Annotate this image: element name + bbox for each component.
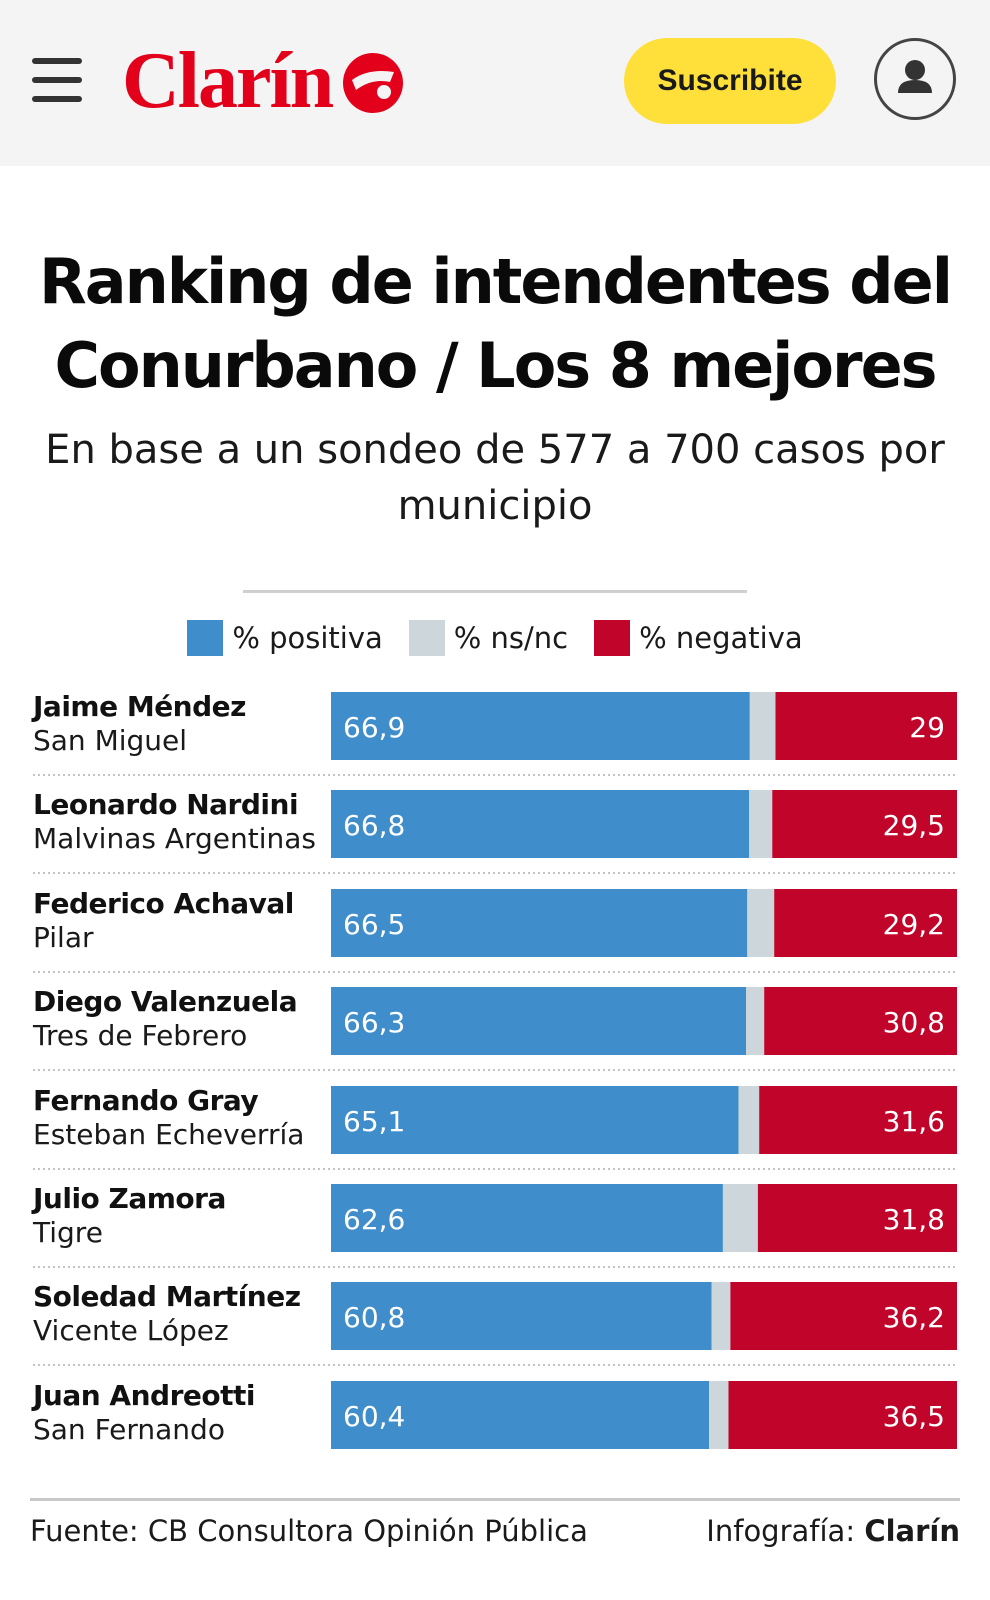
row-place: San Fernando (33, 1413, 225, 1446)
legend-swatch-nsnc (408, 620, 445, 656)
bar-negativa (728, 1381, 957, 1449)
bar-negativa (757, 1184, 957, 1252)
bar-nsnc (709, 1381, 729, 1449)
bar-positiva (331, 1282, 712, 1350)
bar-positiva (331, 790, 750, 858)
bar-nsnc (747, 889, 775, 957)
row-place: Tigre (33, 1216, 103, 1249)
legend-item-positiva: % positiva (187, 620, 383, 656)
row-label: Jaime Méndez San Miguel (33, 690, 333, 758)
clarin-logo[interactable]: Clarín (122, 36, 408, 126)
bar-label-positiva: 60,4 (343, 1400, 405, 1433)
row-place: Pilar (33, 921, 94, 954)
row-label: Juan Andreotti San Fernando (33, 1379, 333, 1447)
subscribe-button[interactable]: Suscribite (624, 38, 836, 124)
bar-negativa (730, 1282, 957, 1350)
footer-divider (30, 1498, 960, 1501)
bar-label-negativa: 36,2 (883, 1301, 945, 1334)
bar-nsnc (749, 790, 773, 858)
credit-prefix: Infografía: (706, 1514, 856, 1548)
bar-positiva (331, 1381, 710, 1449)
legend-label-nsnc: % ns/nc (453, 621, 569, 655)
bar-nsnc (746, 987, 765, 1055)
bar-negativa (772, 790, 957, 858)
bar-label-positiva: 66,9 (343, 711, 405, 744)
divider (243, 590, 747, 593)
bar-positiva (331, 987, 746, 1055)
row-place: Tres de Febrero (33, 1019, 248, 1052)
bar-label-negativa: 30,8 (883, 1006, 945, 1039)
hamburger-menu-icon[interactable] (32, 58, 82, 102)
legend-swatch-positiva (187, 620, 224, 656)
bar-label-positiva: 66,8 (343, 809, 405, 842)
row-label: Federico Achaval Pilar (33, 887, 333, 955)
bar-negativa (774, 889, 957, 957)
row-place: Vicente López (33, 1314, 229, 1347)
row-name: Diego Valenzuela (33, 985, 298, 1018)
row-name: Jaime Méndez (33, 690, 246, 723)
bar-label-positiva: 66,5 (343, 908, 405, 941)
row-name: Juan Andreotti (33, 1379, 255, 1412)
bar-label-negativa: 31,8 (883, 1203, 945, 1236)
legend-swatch-negativa (594, 620, 631, 656)
bar-nsnc (711, 1282, 731, 1350)
logo-wordmark: Clarín (122, 37, 334, 125)
bar-label-positiva: 66,3 (343, 1006, 405, 1039)
user-account-button[interactable] (874, 38, 956, 120)
bar-label-negativa: 31,6 (883, 1105, 945, 1138)
bar-label-negativa: 29,2 (883, 908, 945, 941)
row-place: San Miguel (33, 724, 188, 757)
source-note: Fuente: CB Consultora Opinión Pública (30, 1514, 588, 1548)
row-name: Soledad Martínez (33, 1280, 301, 1313)
user-icon (898, 60, 932, 93)
row-label: Diego Valenzuela Tres de Febrero (33, 985, 333, 1053)
legend-item-negativa: % negativa (594, 620, 803, 656)
bar-nsnc (722, 1184, 758, 1252)
bar-positiva (331, 692, 750, 760)
top-bar: Clarín Suscribite (0, 0, 990, 166)
chart-legend: % positiva % ns/nc % negativa (0, 620, 990, 656)
bar-nsnc (738, 1086, 760, 1154)
bar-negativa (775, 692, 957, 760)
bar-label-negativa: 29,5 (883, 809, 945, 842)
row-place: Esteban Echeverría (33, 1118, 305, 1151)
row-label: Julio Zamora Tigre (33, 1182, 333, 1250)
row-label: Soledad Martínez Vicente López (33, 1280, 333, 1348)
bar-positiva (331, 1086, 739, 1154)
bar-label-negativa: 29 (909, 711, 945, 744)
infographic-credit: Infografía: Clarín (706, 1514, 960, 1548)
bar-nsnc (749, 692, 776, 760)
bar-positiva (331, 889, 748, 957)
row-name: Julio Zamora (33, 1182, 226, 1215)
row-name: Leonardo Nardini (33, 788, 299, 821)
clarin-logo-mark (343, 53, 404, 113)
bar-label-positiva: 65,1 (343, 1105, 405, 1138)
bar-label-positiva: 62,6 (343, 1203, 405, 1236)
row-name: Federico Achaval (33, 887, 294, 920)
credit-brand: Clarín (864, 1514, 960, 1548)
row-name: Fernando Gray (33, 1084, 259, 1117)
bar-label-negativa: 36,5 (883, 1400, 945, 1433)
bar-negativa (759, 1086, 957, 1154)
row-place: Malvinas Argentinas (33, 822, 317, 855)
legend-label-positiva: % positiva (232, 621, 383, 655)
chart-subtitle: En base a un sondeo de 577 a 700 casos p… (45, 427, 945, 529)
bar-label-positiva: 60,8 (343, 1301, 405, 1334)
bar-negativa (764, 987, 957, 1055)
legend-item-nsnc: % ns/nc (408, 620, 569, 656)
legend-label-negativa: % negativa (639, 621, 803, 655)
row-label: Leonardo Nardini Malvinas Argentinas (33, 788, 333, 856)
row-label: Fernando Gray Esteban Echeverría (33, 1084, 333, 1152)
bar-positiva (331, 1184, 723, 1252)
chart-title: Ranking de intendentes del Conurbano / L… (39, 245, 953, 402)
